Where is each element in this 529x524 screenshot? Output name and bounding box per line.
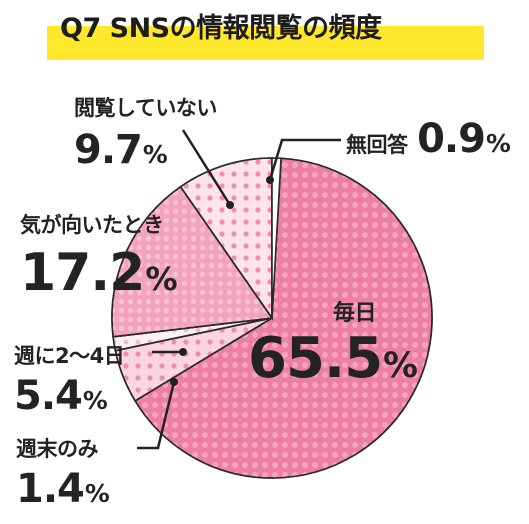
label-noanswer-name: 無回答 (346, 133, 408, 157)
label-noanswer: 無回答 0.9% (346, 116, 511, 162)
label-daily-name: 毎日 (332, 301, 377, 326)
label-weekly-2to4-value: 5.4% (14, 373, 108, 419)
label-daily: 毎日 65.5% (248, 295, 418, 387)
label-weekend-name: 週末のみ (16, 437, 98, 461)
leader-weekend (137, 381, 176, 450)
label-occasional: 気が向いたとき 17.2% (20, 209, 178, 303)
label-occasional-name: 気が向いたとき (20, 213, 164, 237)
label-noanswer-value: 0.9% (417, 116, 511, 162)
leader-weekend-dot (170, 378, 178, 386)
label-weekly-2to4-name: 週に2〜4日 (14, 344, 125, 368)
leader-browsing-none (181, 129, 232, 206)
pie-slice-pattern-0 (134, 157, 433, 479)
chart-title: Q7 SNSの情報閲覧の頻度 (60, 13, 382, 44)
leader-noanswer (268, 138, 341, 181)
label-weekend-value: 1.4% (16, 466, 110, 512)
leader-browsing-none-dot (226, 201, 234, 209)
label-browsing-none-value: 9.7% (74, 127, 168, 173)
label-weekend: 週末のみ 1.4% (16, 433, 110, 512)
label-daily-value: 65.5% (248, 326, 418, 391)
pie-slice-pattern-4 (179, 157, 273, 321)
label-browsing-none: 閲覧していない 9.7% (74, 92, 217, 170)
leader-noanswer-dot (266, 176, 274, 184)
label-occasional-value: 17.2% (20, 243, 178, 303)
label-browsing-none-name: 閲覧していない (74, 96, 217, 120)
title-highlight (47, 26, 484, 60)
pie-slice-pattern-3 (111, 185, 274, 338)
label-weekly-2to4: 週に2〜4日 5.4% (14, 340, 125, 419)
leader-weekly-2to4-dot (179, 348, 187, 356)
